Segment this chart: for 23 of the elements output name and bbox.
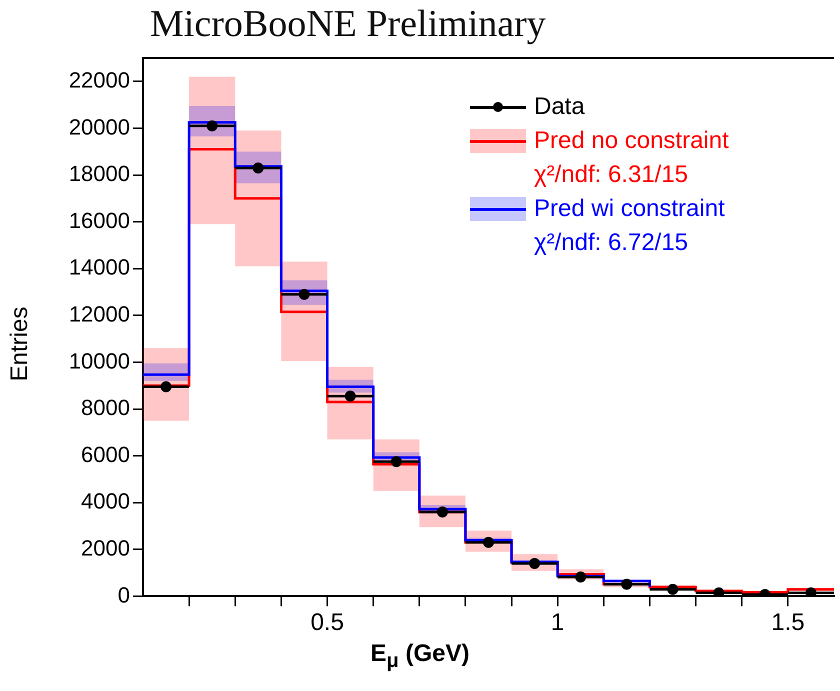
annotation: χ²/ndf: 6.31/15 [533, 160, 690, 190]
y-tick-label: 18000 [68, 161, 130, 186]
y-tick-label: 0 [118, 582, 130, 608]
legend-label: Pred wi constraint [534, 194, 725, 224]
y-axis-title: Entries [6, 306, 34, 384]
y-tick-label: 12000 [68, 301, 130, 326]
legend-label: Pred no constraint [534, 126, 729, 156]
y-tick-label: 16000 [68, 208, 130, 233]
y-tick-label: 6000 [81, 442, 130, 467]
y-tick-label: 10000 [68, 348, 130, 374]
y-tick-label: 8000 [81, 395, 130, 420]
x-tick-label: 1.5 [771, 609, 805, 636]
x-axis-title: E$_{μ}$ (GeV) [370, 640, 470, 673]
y-tick-label: 4000 [81, 488, 130, 514]
y-tick-label: 22000 [68, 67, 130, 92]
y-tick-label: 2000 [81, 535, 130, 560]
x-tick-label: 1 [550, 609, 564, 636]
legend-label: Data [534, 92, 585, 122]
x-tick-label: 0.5 [310, 609, 344, 636]
y-tick-label: 14000 [68, 254, 130, 280]
y-tick-label: 20000 [68, 114, 130, 140]
chart-title: MicroBooNE Preliminary [150, 2, 546, 46]
annotation: χ²/ndf: 6.72/15 [533, 228, 690, 258]
